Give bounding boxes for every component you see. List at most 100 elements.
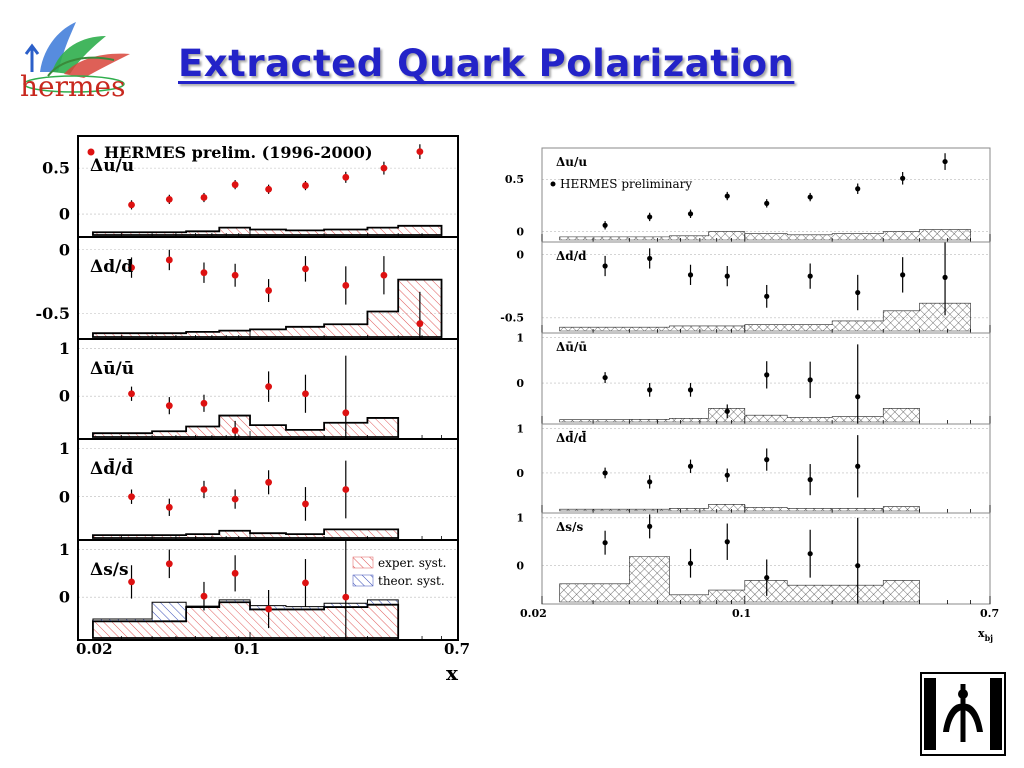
panel-label: Δs/s: [556, 520, 583, 534]
institute-logo: [920, 672, 1006, 756]
syst-histogram: [92, 414, 400, 438]
data-point: [807, 551, 813, 557]
data-point: [200, 194, 208, 201]
data-point: [942, 274, 948, 280]
syst-histogram: [92, 528, 400, 539]
data-point: [128, 390, 135, 398]
data-point: [602, 263, 608, 269]
panel-frame: [77, 438, 459, 541]
right-legend: HERMES preliminary: [550, 177, 692, 191]
data-point: [302, 579, 309, 587]
logo-text: hermes: [20, 70, 125, 103]
data-point: [687, 272, 694, 278]
data-point: [647, 255, 653, 262]
ytick-label: 0: [516, 377, 524, 390]
data-point: [764, 372, 770, 378]
data-point: [165, 402, 173, 410]
theor-syst-histogram: [92, 599, 399, 638]
ytick-label: 0: [59, 387, 70, 406]
left-legend: HERMES prelim. (1996-2000) exper. syst. …: [87, 143, 446, 588]
data-point: [265, 185, 273, 193]
right-plot-area: 0.5 0 Δu/u 0 -0.5 Δd/d 1 0 Δū/ū 1 0 Δd̄/d̄ 1 0 Δs/s: [500, 147, 991, 605]
ytick-label: 1: [516, 422, 524, 435]
data-point: [602, 222, 608, 228]
ytick-label: 1: [516, 512, 524, 525]
data-point: [764, 293, 770, 299]
data-point: [128, 578, 135, 586]
ytick-label: 1: [59, 439, 70, 458]
data-point: [687, 211, 694, 217]
data-point: [724, 539, 730, 545]
panel-1: 0 -0.5 Δd/d: [36, 236, 459, 340]
data-point: [302, 390, 309, 398]
legend-exper-swatch: [352, 556, 374, 569]
syst-histogram: [559, 504, 920, 512]
data-point: [687, 387, 694, 393]
ytick-label: 0: [516, 225, 524, 238]
data-point: [764, 575, 770, 581]
data-point: [128, 201, 135, 209]
data-point: [200, 486, 208, 493]
data-point: [231, 271, 239, 279]
data-point: [900, 272, 906, 278]
data-point: [647, 479, 653, 485]
data-point: [602, 470, 608, 476]
left-xtick-label: 0.1: [234, 640, 260, 658]
right-x-axis-label: xbj: [978, 627, 993, 643]
panel-label: Δū/ū: [556, 340, 587, 354]
data-point: [647, 387, 653, 393]
data-point: [165, 560, 173, 568]
data-point: [724, 408, 730, 414]
data-point: [302, 265, 309, 273]
data-point: [942, 158, 948, 165]
left-plot-area: 0.5 0 Δu/u 0 -0.5 Δd/d 1 0 Δū/ū 1 0 Δd̄/d̄ 1 0 Δs/s: [36, 135, 459, 641]
data-point: [807, 477, 813, 483]
data-point: [200, 399, 208, 407]
data-point: [724, 273, 730, 279]
syst-histogram: [92, 224, 443, 236]
ytick-label: 0: [59, 487, 70, 506]
left-x-axis-label: x: [446, 661, 459, 685]
right-figure: 0.5 0 Δu/u 0 -0.5 Δd/d 1 0 Δū/ū 1 0 Δd̄/d̄ 1 0 Δs/s HE…: [500, 147, 999, 643]
data-point: [855, 289, 861, 296]
legend-marker: [550, 181, 556, 187]
data-point: [380, 164, 388, 172]
ytick-label: 0: [516, 560, 524, 573]
ytick-label: 0: [59, 205, 70, 224]
data-point: [231, 569, 239, 577]
panel-3: 1 0 Δd̄/d̄: [516, 422, 991, 514]
data-point: [900, 175, 906, 181]
ytick-label: 0: [516, 467, 524, 480]
data-point: [724, 472, 730, 478]
data-point: [265, 605, 273, 613]
data-point: [165, 503, 173, 511]
ytick-label: 0.5: [505, 173, 524, 186]
hermes-wing-icon: hermes: [20, 22, 130, 103]
syst-histogram: [559, 556, 920, 603]
data-point: [602, 374, 608, 381]
left-xtick-label: 0.7: [444, 640, 470, 658]
ytick-label: -0.5: [500, 312, 524, 325]
data-point: [342, 593, 350, 601]
panel-3: 1 0 Δd̄/d̄: [59, 438, 459, 541]
ytick-label: 1: [516, 331, 524, 344]
data-point: [687, 560, 694, 566]
panel-label: Δu/u: [90, 156, 134, 176]
ytick-label: 0: [516, 248, 524, 261]
data-point: [647, 523, 653, 530]
data-point: [764, 457, 770, 463]
data-point: [165, 195, 173, 203]
data-point: [342, 409, 350, 417]
right-xtick-label: 0.02: [520, 607, 547, 620]
data-point: [855, 186, 861, 192]
data-point: [416, 148, 424, 156]
data-point: [128, 264, 135, 271]
ytick-label: 1: [59, 339, 70, 358]
panel-2: 1 0 Δū/ū: [59, 338, 459, 440]
left-xtick-label: 0.02: [76, 640, 113, 658]
syst-histogram: [559, 302, 971, 332]
data-point: [416, 320, 424, 328]
panel-label: Δs/s: [90, 560, 129, 580]
ytick-label: 0: [59, 588, 70, 607]
panel-4: 1 0 Δs/s: [59, 539, 459, 641]
